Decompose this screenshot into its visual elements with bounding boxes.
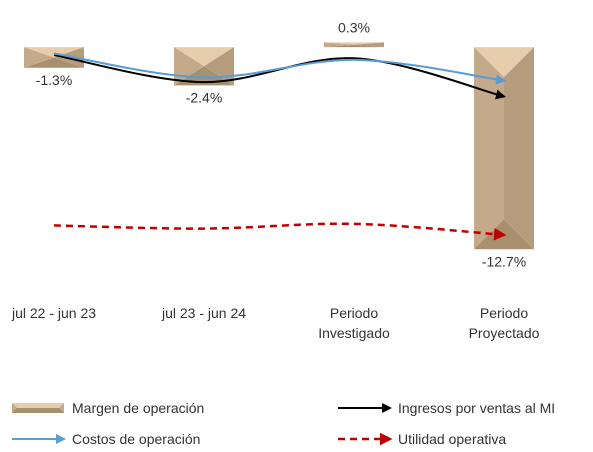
- lines-layer: [53, 52, 507, 241]
- legend-label: Margen de operación: [72, 400, 204, 416]
- bar-2: [174, 47, 234, 86]
- bar-value-label-4: -12.7%: [482, 253, 526, 269]
- series-line-costos-de-operacion: [53, 52, 506, 85]
- legend-item-margen-de-operacion: Margen de operación: [12, 400, 204, 416]
- bar-value-label-3: 0.3%: [338, 19, 370, 35]
- x-tick-labels: jul 22 - jun 23 jul 23 - jun 24 Periodo Inv…: [11, 305, 540, 341]
- x-tick-label-1: jul 22 - jun 23: [11, 305, 96, 321]
- bar-value-label-1: -1.3%: [36, 72, 73, 88]
- bar-3: [324, 42, 384, 48]
- x-tick-label-4: Periodo Proyectado: [469, 305, 540, 341]
- bar-value-label-2: -2.4%: [186, 89, 223, 105]
- legend-item-costos-de-operacion: Costos de operación: [12, 431, 200, 447]
- legend: Margen de operación Ingresos por ventas a…: [12, 400, 555, 447]
- legend-item-utilidad-operativa: Utilidad operativa: [338, 431, 506, 447]
- legend-label: Costos de operación: [72, 431, 200, 447]
- x-tick-label-3: Periodo Investigado: [318, 305, 390, 341]
- legend-label: Utilidad operativa: [398, 431, 506, 447]
- legend-item-ingresos-por-ventas-al-mi: Ingresos por ventas al MI: [338, 400, 555, 416]
- series-line-ingresos-por-ventas-al-mi: [53, 54, 506, 100]
- series-line-utilidad-operativa: [53, 222, 507, 241]
- bar-labels-layer: -1.3% -2.4% 0.3% -12.7%: [36, 19, 526, 269]
- x-tick-label-2: jul 23 - jun 24: [161, 305, 246, 321]
- legend-label: Ingresos por ventas al MI: [398, 400, 555, 416]
